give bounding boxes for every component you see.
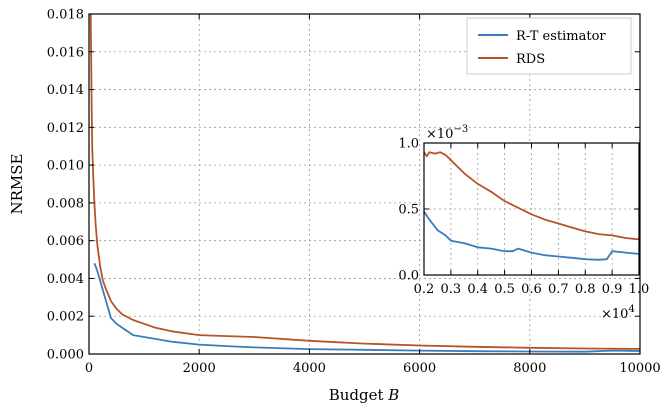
main-series-layer: [89, 13, 641, 353]
inset-tick-layer: 0.2 0.3 0.4 0.5 0.6 0.7 0.8 0.9 1.0 0.0 0.5 1.0: [398, 137, 649, 298]
main-x-tick-label: 2000: [183, 361, 216, 376]
x-axis-label: Budget B: [329, 386, 400, 404]
inset-grid: [424, 143, 639, 275]
inset-y-multiplier-exp: −3: [453, 124, 468, 135]
main-series-line-rt: [93, 262, 641, 353]
legend-box: [466, 17, 632, 75]
inset-x-tick-label: 0.6: [521, 282, 542, 297]
main-x-tick-label: 10000: [619, 361, 660, 376]
inset-x-tick-label: 0.3: [441, 282, 462, 297]
main-y-tick-label: 0.016: [47, 45, 84, 60]
main-x-tick-label: 8000: [513, 361, 546, 376]
main-x-tick-label: 4000: [293, 361, 326, 376]
inset-series-line-rt: [423, 211, 640, 261]
main-y-tick-label: 0.014: [47, 83, 84, 98]
y-axis-label: NRMSE: [8, 153, 26, 214]
inset-x-multiplier-base: ×10: [601, 307, 628, 322]
main-y-tick-label: 0.002: [47, 310, 84, 325]
main-y-tick-label: 0.010: [47, 159, 84, 174]
main-y-tick-label: 0.008: [47, 196, 84, 211]
x-axis-label-text: Budget: [329, 386, 384, 404]
inset-y-multiplier-base: ×10: [426, 127, 453, 142]
main-x-tick-label: 0: [85, 361, 93, 376]
main-y-tick-label: 0.004: [47, 272, 84, 287]
legend: R-T estimator RDS: [466, 17, 632, 75]
main-y-tick-label: 0.012: [47, 121, 84, 136]
main-plot-frame: [88, 13, 641, 355]
main-y-tick-label: 0.018: [47, 8, 84, 23]
main-tick-layer: 0 2000 4000 6000 8000 10000 0.000 0.002 0.004 0.0…: [47, 8, 661, 377]
main-y-tick-label: 0.000: [47, 348, 84, 363]
inset-x-tick-label: 0.8: [575, 282, 596, 297]
inset-x-multiplier: ×104: [601, 304, 635, 322]
legend-label-rt: R-T estimator: [516, 29, 606, 44]
x-axis-label-variable: B: [387, 386, 399, 404]
inset-y-multiplier: ×10−3: [426, 124, 468, 142]
inset-x-tick-label: 0.4: [467, 282, 488, 297]
inset-y-tick-label: 1.0: [398, 137, 419, 152]
inset-x-tick-label: 0.2: [414, 282, 435, 297]
inset-x-multiplier-exp: 4: [628, 304, 634, 315]
inset-x-tick-label: 0.7: [548, 282, 569, 297]
legend-label-rds: RDS: [516, 52, 545, 67]
inset-series-line-rds: [423, 151, 640, 241]
inset-series-layer: [423, 151, 640, 261]
main-series-line-rds: [89, 13, 641, 350]
inset-y-tick-label: 0.0: [398, 269, 419, 284]
inset-chart: 0.2 0.3 0.4 0.5 0.6 0.7 0.8 0.9 1.0 0.0 0.5 1.0 ×10…: [398, 124, 649, 322]
inset-x-tick-label: 0.5: [494, 282, 515, 297]
inset-y-tick-label: 0.5: [398, 203, 419, 218]
main-y-tick-label: 0.006: [47, 234, 84, 249]
main-x-tick-label: 6000: [403, 361, 436, 376]
inset-x-tick-label: 0.9: [602, 282, 623, 297]
inset-x-tick-label: 1.0: [629, 282, 650, 297]
